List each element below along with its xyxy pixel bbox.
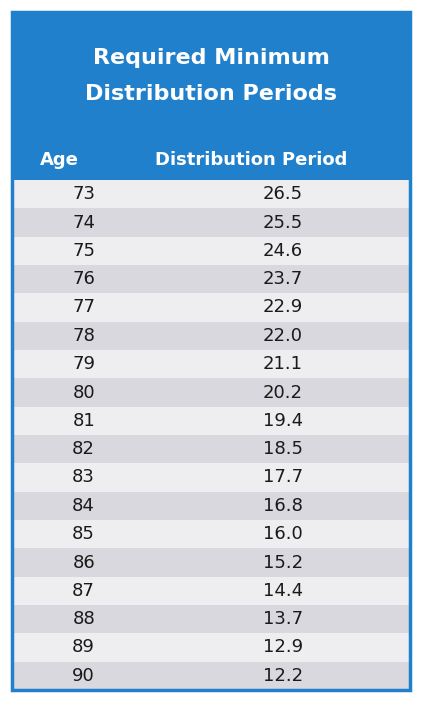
- Text: 24.6: 24.6: [262, 241, 303, 260]
- Bar: [12, 208, 410, 237]
- Text: 81: 81: [72, 412, 95, 430]
- Bar: [12, 463, 410, 491]
- Text: 21.1: 21.1: [262, 355, 303, 373]
- Bar: [12, 491, 410, 520]
- Text: 74: 74: [72, 213, 95, 232]
- Bar: [12, 605, 410, 633]
- Text: 77: 77: [72, 298, 95, 317]
- Text: Required Minimum: Required Minimum: [92, 48, 330, 68]
- Text: 14.4: 14.4: [262, 582, 303, 600]
- Text: 86: 86: [72, 553, 95, 571]
- Text: 78: 78: [72, 327, 95, 345]
- Text: 88: 88: [72, 610, 95, 628]
- Text: 18.5: 18.5: [262, 440, 303, 458]
- Text: 85: 85: [72, 525, 95, 543]
- Text: Distribution Periods: Distribution Periods: [85, 84, 337, 104]
- Text: 16.8: 16.8: [263, 497, 303, 515]
- Text: 25.5: 25.5: [262, 213, 303, 232]
- Bar: [12, 350, 410, 378]
- Text: 89: 89: [72, 639, 95, 656]
- Text: 16.0: 16.0: [263, 525, 303, 543]
- Text: 83: 83: [72, 468, 95, 486]
- Text: 19.4: 19.4: [262, 412, 303, 430]
- Bar: [12, 12, 410, 140]
- Text: 13.7: 13.7: [262, 610, 303, 628]
- Text: 87: 87: [72, 582, 95, 600]
- Bar: [12, 406, 410, 435]
- Bar: [12, 548, 410, 576]
- Text: 23.7: 23.7: [262, 270, 303, 288]
- Bar: [12, 662, 410, 690]
- Bar: [12, 435, 410, 463]
- Text: 20.2: 20.2: [262, 383, 303, 402]
- Bar: [12, 322, 410, 350]
- Bar: [12, 265, 410, 293]
- Text: Distribution Period: Distribution Period: [154, 151, 347, 169]
- Bar: [12, 576, 410, 605]
- Text: 15.2: 15.2: [262, 553, 303, 571]
- Text: 22.9: 22.9: [262, 298, 303, 317]
- Text: 79: 79: [72, 355, 95, 373]
- Bar: [12, 378, 410, 406]
- Text: Age: Age: [40, 151, 79, 169]
- Text: 12.9: 12.9: [262, 639, 303, 656]
- Text: 76: 76: [72, 270, 95, 288]
- Text: 80: 80: [72, 383, 95, 402]
- Text: 90: 90: [72, 667, 95, 685]
- Text: 17.7: 17.7: [262, 468, 303, 486]
- Bar: [12, 180, 410, 208]
- Bar: [12, 633, 410, 662]
- Bar: [12, 520, 410, 548]
- Text: 82: 82: [72, 440, 95, 458]
- Text: 12.2: 12.2: [262, 667, 303, 685]
- Text: 26.5: 26.5: [262, 185, 303, 203]
- Bar: [12, 140, 410, 180]
- Text: 73: 73: [72, 185, 95, 203]
- Bar: [12, 237, 410, 265]
- Text: 84: 84: [72, 497, 95, 515]
- Text: 75: 75: [72, 241, 95, 260]
- Bar: [12, 293, 410, 322]
- Text: 22.0: 22.0: [262, 327, 303, 345]
